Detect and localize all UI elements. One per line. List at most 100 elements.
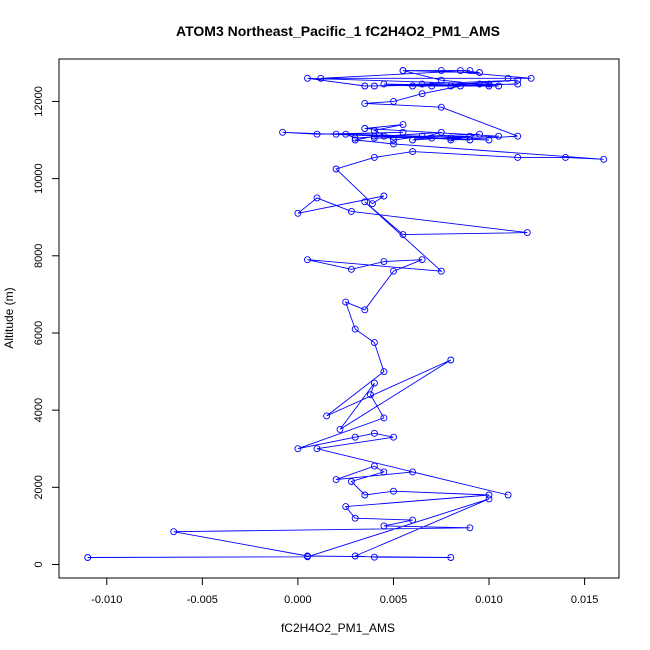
data-point [347, 478, 355, 485]
data-point [504, 491, 512, 499]
y-tick-label: 0 [33, 561, 45, 567]
data-point [390, 433, 397, 441]
data-point [370, 339, 378, 347]
x-tick-label: 0.010 [475, 594, 503, 606]
data-point [332, 130, 340, 138]
data-point [418, 256, 426, 264]
data-point [523, 229, 531, 237]
data-layer [84, 67, 608, 561]
data-point [428, 82, 436, 90]
data-point [380, 368, 388, 376]
data-point [170, 528, 178, 536]
data-point [351, 514, 359, 522]
data-point [351, 325, 359, 333]
data-point [562, 153, 569, 161]
data-point [351, 433, 359, 441]
data-point [418, 80, 426, 88]
data-point [390, 136, 397, 144]
data-point [304, 74, 311, 82]
data-point [317, 74, 325, 82]
data-point [390, 97, 397, 105]
data-point [351, 134, 359, 142]
data-point [485, 82, 493, 90]
x-tick-label: 0.000 [284, 594, 312, 606]
data-point [437, 128, 445, 136]
data-point [294, 209, 302, 217]
data-point [368, 200, 376, 208]
data-point [456, 67, 464, 75]
data-point [437, 67, 445, 75]
data-point [370, 153, 378, 161]
data-point [476, 130, 483, 138]
data-point [370, 126, 378, 134]
x-axis: -0.010 -0.005 0.000 0.005 0.010 0.015 [91, 577, 599, 606]
data-point [361, 125, 369, 132]
data-point [466, 136, 474, 144]
data-point [456, 82, 464, 90]
data-point [399, 67, 407, 75]
data-point [361, 198, 369, 206]
data-point [399, 231, 407, 239]
data-point [370, 379, 378, 387]
data-point [399, 128, 407, 136]
data-point [304, 552, 311, 560]
data-point [390, 140, 397, 148]
data-point [418, 132, 426, 140]
data-point [466, 67, 474, 75]
data-point [447, 134, 455, 142]
data-point [514, 80, 522, 88]
data-point [514, 76, 522, 84]
data-point [447, 136, 455, 144]
data-point [514, 153, 522, 161]
data-point [342, 503, 350, 511]
x-tick-label: 0.015 [571, 594, 599, 606]
data-point [347, 265, 355, 273]
data-point [495, 132, 503, 140]
y-tick-label: 4000 [33, 398, 45, 422]
data-point [313, 130, 321, 138]
data-point [370, 82, 378, 90]
data-point [600, 155, 608, 163]
x-tick-label: -0.010 [91, 594, 122, 606]
data-point [504, 74, 512, 82]
x-tick-label: 0.005 [380, 594, 408, 606]
data-point [390, 487, 397, 495]
x-axis-label: fC2H4O2_PM1_AMS [281, 621, 395, 635]
y-tick-label: 10000 [33, 163, 45, 194]
data-point [495, 82, 503, 90]
data-point [485, 136, 493, 144]
data-point [380, 132, 388, 140]
y-tick-label: 12000 [33, 86, 45, 117]
data-point [437, 76, 445, 84]
data-point [409, 136, 417, 144]
data-point [342, 298, 350, 306]
data-point [476, 69, 483, 76]
data-point [313, 194, 321, 202]
data-point [361, 82, 369, 90]
data-point [367, 391, 374, 399]
data-point [361, 491, 369, 499]
data-point [485, 491, 493, 499]
data-point [370, 553, 378, 561]
data-point [390, 267, 397, 275]
data-point [380, 522, 388, 530]
data-point [409, 516, 417, 524]
data-point [380, 80, 388, 88]
y-tick-label: 2000 [33, 475, 45, 499]
data-point [437, 103, 445, 111]
data-point [342, 130, 350, 138]
data-point [347, 207, 355, 215]
data-point [361, 99, 369, 107]
data-point [527, 74, 535, 82]
y-tick-label: 6000 [33, 321, 45, 345]
data-point [447, 82, 455, 90]
y-axis-label: Altitude (m) [2, 287, 16, 348]
data-point [447, 554, 455, 561]
data-point [370, 134, 378, 142]
data-point [466, 524, 474, 532]
data-point [380, 468, 388, 476]
data-point [418, 90, 426, 98]
data-point [361, 306, 369, 314]
data-point [466, 132, 474, 140]
data-point [409, 82, 417, 90]
